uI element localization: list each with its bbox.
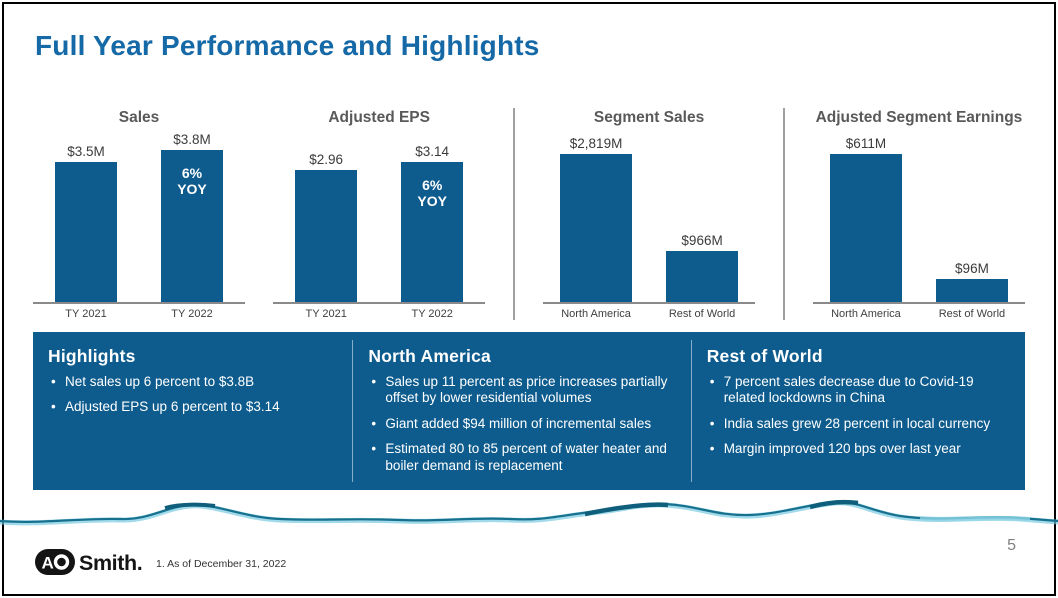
category-axis: TY 2021 TY 2022: [33, 308, 245, 320]
bar: [666, 251, 739, 302]
logo-wordmark: Smith.: [79, 551, 142, 575]
bar-group: $3.8M 6% YOY: [140, 132, 244, 302]
plot-area: $3.5M $3.8M 6% YOY: [33, 132, 245, 304]
bar-value-label: $2,819M: [569, 136, 623, 151]
bar-value-label: $611M: [845, 136, 887, 151]
bar-group: $2,819M: [544, 136, 648, 302]
chart-title: Segment Sales: [593, 109, 705, 126]
plot-area: $2,819M $966M: [543, 133, 756, 304]
bar-group: $96M: [920, 261, 1024, 302]
logo-letter-a: A: [42, 554, 54, 573]
bar: [295, 170, 358, 302]
bar-value-label: $3.14: [415, 144, 450, 159]
bar: 6% YOY: [401, 162, 464, 302]
bar-group: $2.96: [274, 152, 378, 302]
bar-group: $3.14 6% YOY: [380, 144, 484, 302]
bullet-list: 7 percent sales decrease due to Covid-19…: [707, 374, 1013, 458]
category-label: North America: [831, 308, 901, 320]
chart-sales: Sales $3.5M $3.8M 6% YOY TY 2021 TY 2022: [33, 108, 245, 320]
footnote: 1. As of December 31, 2022: [156, 558, 287, 570]
bullet-item: Sales up 11 percent as price increases p…: [368, 374, 678, 407]
bar-group: $611M: [814, 136, 918, 302]
bullet-list: Sales up 11 percent as price increases p…: [368, 374, 678, 474]
chart-adjusted-eps: Adjusted EPS $2.96 $3.14 6% YOY TY 2021 TY …: [273, 108, 486, 320]
bar: [829, 154, 902, 302]
chart-adjusted-segment-earnings: Adjusted Segment Earnings $611M $96M Nort…: [812, 108, 1025, 320]
bar-group: $966M: [650, 233, 754, 302]
bullet-item: India sales grew 28 percent in local cur…: [707, 416, 1013, 433]
bar-group: $3.5M: [34, 144, 138, 302]
page-number: 5: [1007, 537, 1016, 554]
category-axis: North America Rest of World: [543, 308, 755, 320]
info-box-highlights: Highlights Net sales up 6 percent to $3.…: [33, 340, 352, 482]
bar: 6% YOY: [161, 150, 223, 302]
bar-value-label: $3.5M: [67, 144, 105, 159]
charts-row: Sales $3.5M $3.8M 6% YOY TY 2021 TY 2022 Ad…: [33, 108, 1025, 320]
bullet-item: Adjusted EPS up 6 percent to $3.14: [48, 399, 340, 416]
info-box-rest-of-world: Rest of World 7 percent sales decrease d…: [690, 340, 1025, 482]
info-heading: Rest of World: [706, 346, 823, 366]
vertical-divider: [783, 108, 785, 320]
category-label: Rest of World: [938, 308, 1006, 320]
water-wave-decoration: [0, 499, 1058, 526]
category-axis: North America Rest of World: [813, 308, 1025, 320]
category-label: North America: [561, 308, 631, 320]
highlights-band: Highlights Net sales up 6 percent to $3.…: [33, 332, 1025, 490]
bar: [55, 162, 117, 302]
bar: [935, 279, 1008, 302]
plot-area: $2.96 $3.14 6% YOY: [273, 133, 486, 304]
bar-value-label: $2.96: [309, 152, 344, 167]
yoy-annotation: 6% YOY: [177, 165, 207, 198]
bullet-item: Margin improved 120 bps over last year: [707, 441, 1013, 458]
chart-title: Sales: [118, 109, 160, 126]
bullet-item: Giant added $94 million of incremental s…: [368, 416, 678, 433]
vertical-divider: [513, 108, 515, 320]
bullet-item: Net sales up 6 percent to $3.8B: [48, 374, 340, 391]
info-box-north-america: North America Sales up 11 percent as pri…: [352, 340, 690, 482]
bar-value-label: $96M: [955, 261, 989, 276]
chart-title: Adjusted Segment Earnings: [815, 109, 1023, 126]
chart-title: Adjusted EPS: [328, 109, 430, 126]
category-label: Rest of World: [668, 308, 736, 320]
bar: [560, 154, 633, 302]
bar-value-label: $3.8M: [173, 132, 211, 147]
plot-area: $611M $96M: [812, 133, 1025, 304]
info-heading: North America: [368, 346, 491, 366]
bullet-list: Net sales up 6 percent to $3.8B Adjusted …: [48, 374, 340, 416]
yoy-annotation: 6% YOY: [417, 177, 447, 210]
bar-value-label: $966M: [681, 233, 723, 248]
page-title: Full Year Performance and Highlights: [35, 30, 540, 61]
category-label: TY 2021: [305, 308, 347, 320]
bullet-item: Estimated 80 to 85 percent of water heat…: [368, 441, 678, 474]
logo-letter-o-icon: [53, 554, 70, 570]
category-label: TY 2021: [65, 308, 107, 320]
category-axis: TY 2021 TY 2022: [273, 308, 485, 320]
category-label: TY 2022: [411, 308, 453, 320]
bullet-item: 7 percent sales decrease due to Covid-19…: [707, 374, 1013, 407]
info-heading: Highlights: [48, 346, 136, 366]
ao-smith-logo: A Smith.: [35, 549, 143, 575]
chart-segment-sales: Segment Sales $2,819M $966M North America…: [543, 108, 756, 320]
category-label: TY 2022: [171, 308, 213, 320]
